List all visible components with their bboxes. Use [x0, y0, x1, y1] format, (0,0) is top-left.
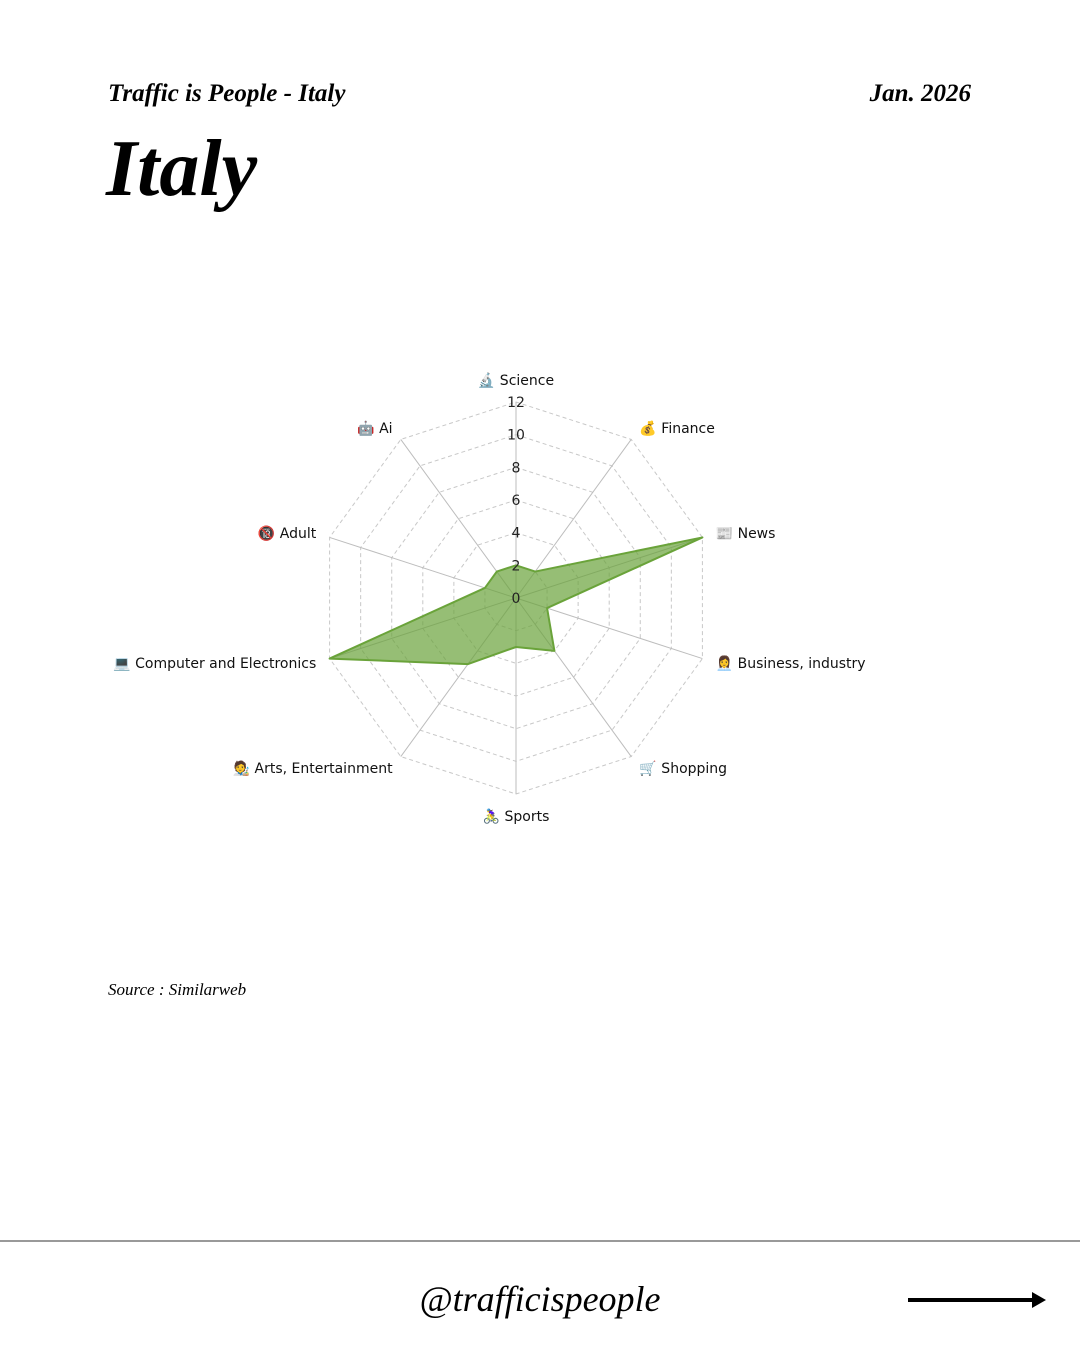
tick-label: 2: [512, 558, 521, 574]
axis-label: 🛒 Shopping: [639, 760, 727, 777]
date: Jan. 2026: [869, 80, 972, 107]
axis-label: 📰 News: [716, 526, 776, 542]
axis-label: 🤖 Ai: [357, 420, 392, 437]
axis-label: 💰 Finance: [639, 420, 714, 437]
axis-label: 🔬 Science: [478, 371, 554, 389]
data-area: [328, 536, 704, 666]
grid-ring: [453, 532, 579, 664]
axis-label: 🧑‍🎨 Arts, Entertainment: [233, 759, 393, 777]
axis-label: 🔞 Adult: [258, 525, 317, 542]
axis-label: 👩‍💼 Business, industry: [716, 655, 866, 672]
handle: @trafficispeople: [419, 1279, 660, 1319]
title: Italy: [105, 125, 258, 213]
tick-label: 8: [512, 460, 521, 476]
tick-label: 10: [507, 428, 525, 444]
axis-label: 🚴‍♀️ Sports: [483, 808, 550, 825]
arrow-head: [1032, 1292, 1046, 1308]
tick-label: 4: [512, 526, 521, 542]
axis-label: 💻 Computer and Electronics: [113, 656, 316, 672]
subtitle: Traffic is People - Italy: [108, 80, 346, 107]
grid-ring: [391, 466, 641, 730]
radar-chart: 0 2 4 6 8 10 12 🔬 Science 💰 Finance 📰 News 👩‍💼 Bus…: [113, 371, 865, 825]
tick-label: 0: [512, 591, 521, 607]
next-arrow[interactable]: [908, 1292, 1046, 1308]
tick-label: 12: [507, 395, 525, 411]
tick-label: 6: [512, 493, 521, 509]
source: Source : Similarweb: [108, 980, 246, 999]
